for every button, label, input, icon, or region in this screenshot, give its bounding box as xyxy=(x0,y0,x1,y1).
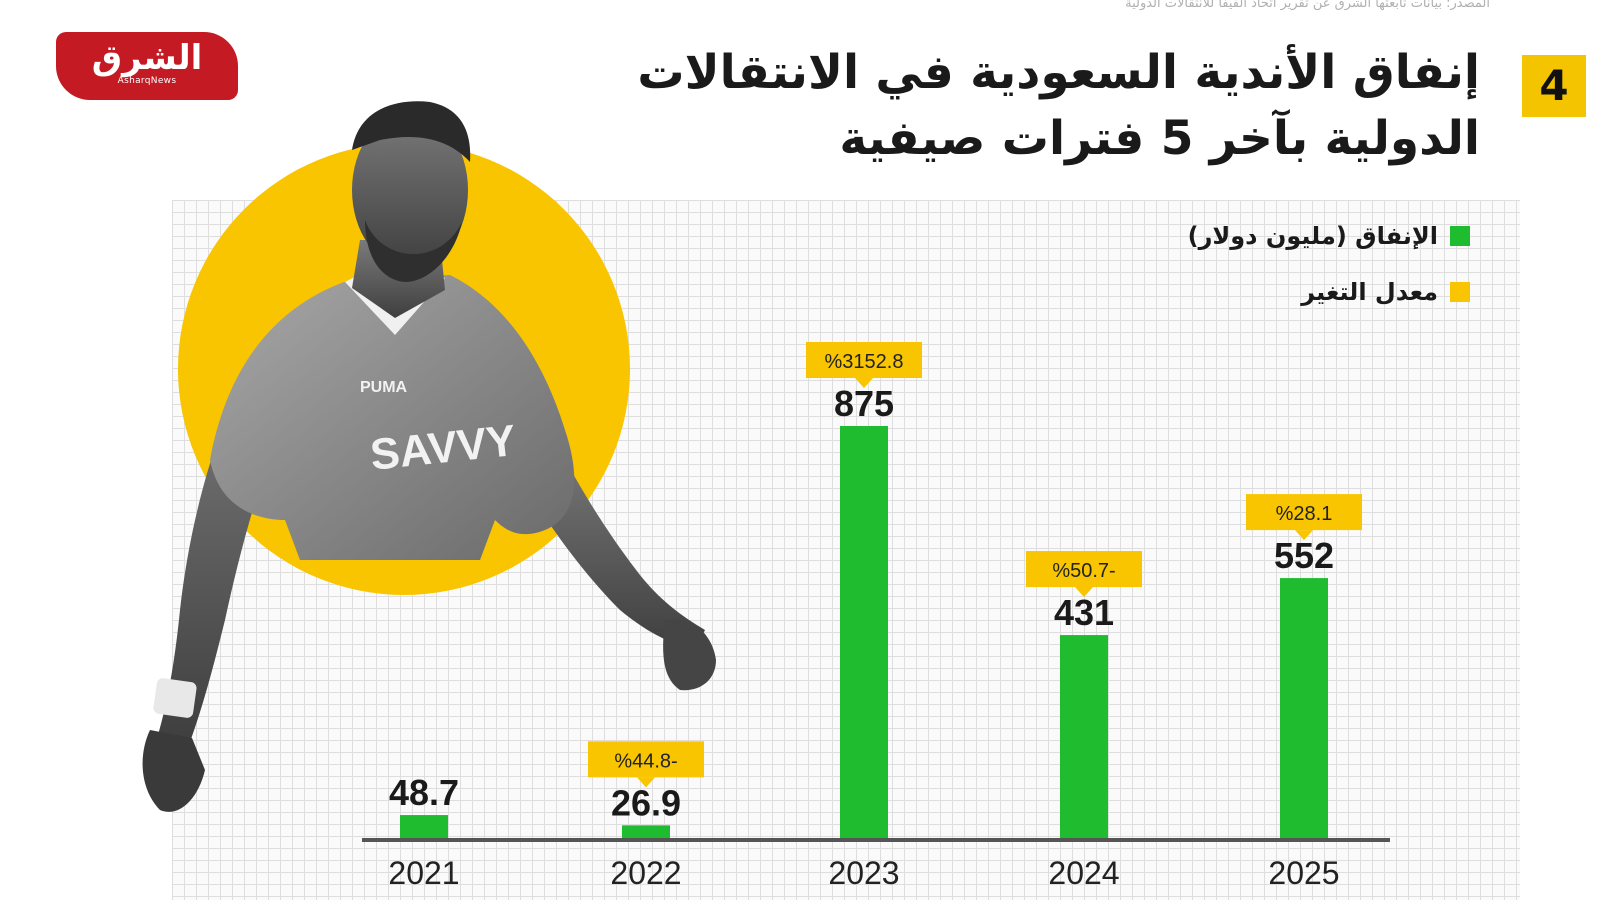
bar-2025 xyxy=(1280,578,1328,838)
x-tick-label-2021: 2021 xyxy=(388,855,459,891)
change-tag-pointer-2025 xyxy=(1295,530,1313,541)
change-tag-pointer-2022 xyxy=(637,777,655,788)
change-tag-2024 xyxy=(1026,551,1142,588)
change-tag-2025 xyxy=(1246,494,1362,531)
change-tag-2023 xyxy=(806,342,922,378)
chart-legend: الإنفاق (مليون دولار) معدل التغير xyxy=(1188,222,1470,334)
bar-value-label-2021: 48.7 xyxy=(389,772,459,813)
legend-swatch-spending xyxy=(1450,226,1470,246)
bar-2023 xyxy=(840,426,888,838)
bar-value-label-2023: 875 xyxy=(834,383,894,424)
legend-label-spending: الإنفاق (مليون دولار) xyxy=(1187,222,1438,250)
chart-title-line-2: الدولية بآخر 5 فترات صيفية xyxy=(839,111,1480,166)
x-tick-label-2024: 2024 xyxy=(1048,855,1119,891)
bar-2024 xyxy=(1060,635,1108,838)
change-label-2022: %44.8- xyxy=(614,750,677,772)
bar-2021 xyxy=(400,815,448,838)
change-label-2023: %3152.8 xyxy=(825,351,904,373)
bar-2022 xyxy=(622,825,670,838)
chart-title: إنفاق الأندية السعودية في الانتقالات الد… xyxy=(520,40,1480,172)
brand-logo-english: AsharqNews xyxy=(117,76,177,86)
legend-item-spending: الإنفاق (مليون دولار) xyxy=(1188,222,1470,250)
x-tick-label-2023: 2023 xyxy=(828,855,899,891)
x-tick-label-2025: 2025 xyxy=(1268,855,1339,891)
svg-text:PUMA: PUMA xyxy=(360,379,408,396)
bar-value-label-2024: 431 xyxy=(1054,592,1114,633)
x-tick-label-2022: 2022 xyxy=(610,855,681,891)
chart-title-line-1: إنفاق الأندية السعودية في الانتقالات xyxy=(637,45,1480,100)
brand-logo: الشرق AsharqNews xyxy=(56,32,238,100)
brand-logo-arabic: الشرق xyxy=(91,38,203,78)
bar-value-label-2025: 552 xyxy=(1274,535,1334,576)
change-tag-pointer-2024 xyxy=(1075,587,1093,598)
change-label-2024: %50.7- xyxy=(1052,560,1115,582)
change-tag-2022 xyxy=(588,741,704,778)
change-label-2025: %28.1 xyxy=(1276,503,1333,525)
bar-value-label-2022: 26.9 xyxy=(611,782,681,823)
source-line: المصدر: بيانات تابعتها الشرق عن تقرير ات… xyxy=(1125,0,1490,11)
legend-item-change: معدل التغير xyxy=(1188,278,1470,306)
legend-swatch-change xyxy=(1450,282,1470,302)
slide-number-badge: 4 xyxy=(1522,55,1586,117)
legend-label-change: معدل التغير xyxy=(1301,278,1438,306)
change-tag-pointer-2023 xyxy=(855,378,873,388)
